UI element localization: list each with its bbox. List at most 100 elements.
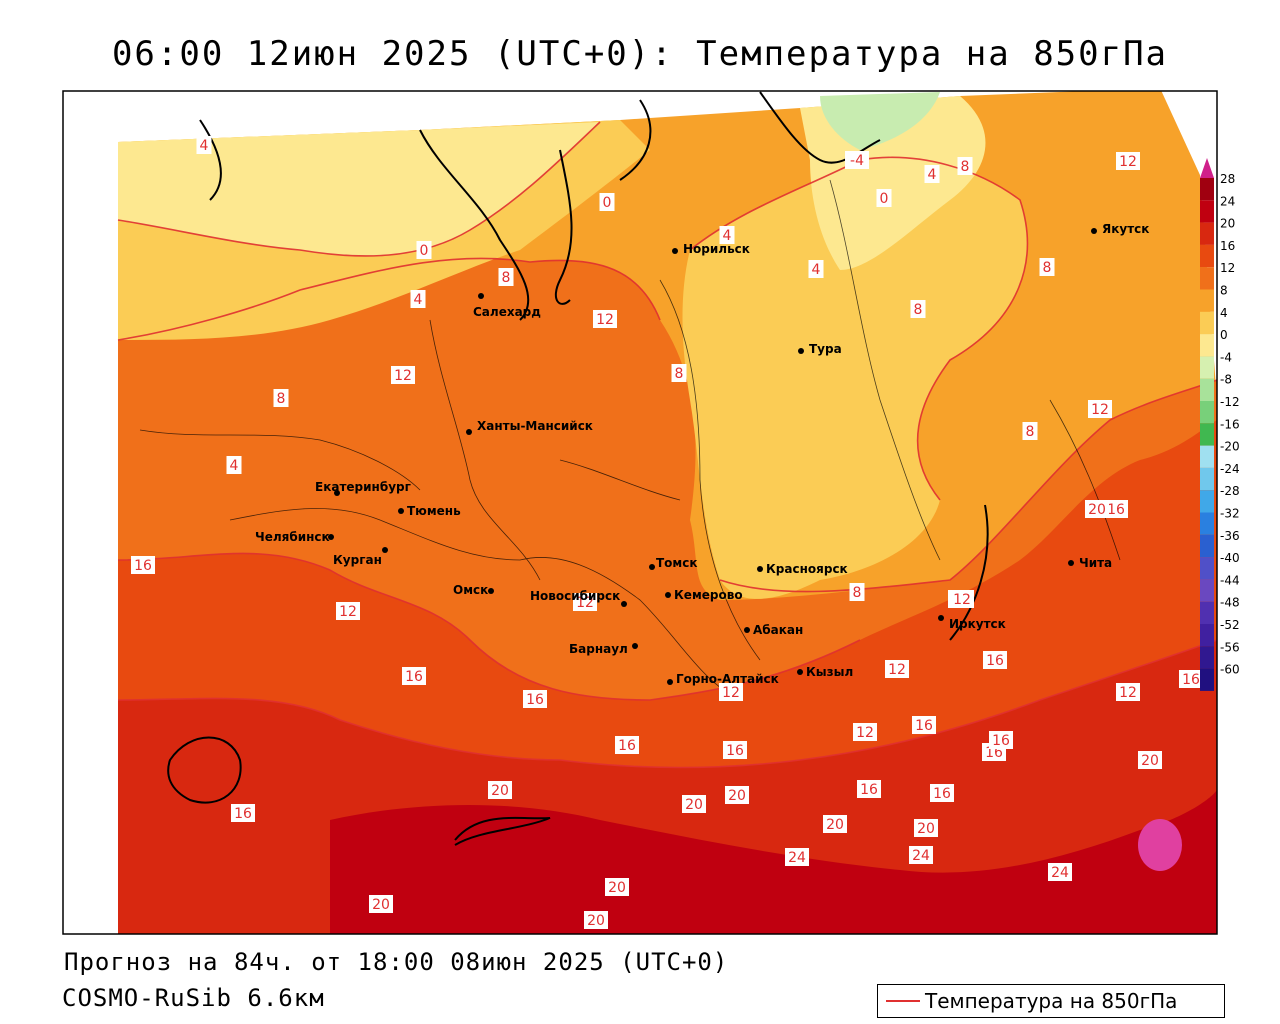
colorbar-swatch (1200, 311, 1214, 335)
city-label: Омск (453, 583, 488, 597)
city-label: Красноярск (766, 562, 848, 576)
colorbar-swatch (1200, 624, 1214, 647)
city-label: Барнаул (569, 642, 628, 656)
contour-label: 4 (924, 165, 940, 183)
city-dot (1068, 560, 1074, 566)
colorbar: 28 24 20 16 12 8 4 0 -4 -8 -12 -16 -20 -24 -28 -32 -36 -4… (1200, 158, 1240, 691)
svg-text:16: 16 (134, 558, 152, 574)
contour-label: 16 (1104, 500, 1128, 518)
contour-label: 20 (682, 795, 706, 813)
contour-label: 8 (910, 300, 926, 318)
svg-text:20: 20 (826, 817, 844, 833)
city-dot (328, 534, 334, 540)
contour-label: 4 (719, 226, 735, 244)
svg-text:4: 4 (723, 228, 732, 244)
colorbar-swatch (1200, 267, 1214, 290)
city-dot (398, 508, 404, 514)
city-label: Екатеринбург (315, 480, 411, 494)
colorbar-swatch (1200, 423, 1214, 446)
contour-label: 24 (785, 848, 809, 866)
contour-label: 12 (885, 660, 909, 678)
contour-label: 12 (719, 683, 743, 701)
colorbar-tick: -48 (1220, 596, 1240, 610)
city-label: Курган (333, 553, 382, 567)
contour-label: 8 (957, 157, 973, 175)
contour-label: 16 (231, 804, 255, 822)
city-dot (672, 248, 678, 254)
svg-text:4: 4 (928, 167, 937, 183)
contour-label: 0 (876, 189, 892, 207)
city-dot (382, 547, 388, 553)
colorbar-tick: -56 (1220, 640, 1240, 654)
svg-text:20: 20 (608, 880, 626, 896)
contour-label: 16 (523, 690, 547, 708)
colorbar-swatch (1200, 356, 1214, 379)
svg-text:16: 16 (726, 743, 744, 759)
svg-text:16: 16 (526, 692, 544, 708)
contour-label: 4 (410, 290, 426, 308)
colorbar-tick: 24 (1220, 194, 1235, 208)
svg-text:12: 12 (596, 312, 614, 328)
svg-text:24: 24 (788, 850, 806, 866)
colorbar-tick: -60 (1220, 663, 1240, 677)
svg-text:12: 12 (1119, 685, 1137, 701)
colorbar-swatch (1200, 178, 1214, 201)
city-label: Якутск (1102, 222, 1149, 236)
city-label: Томск (656, 556, 698, 570)
contour-label: 20 (605, 878, 629, 896)
svg-text:12: 12 (576, 595, 594, 611)
svg-text:8: 8 (502, 270, 511, 286)
city-dot (798, 348, 804, 354)
contour-label: 4 (196, 136, 212, 154)
svg-text:16: 16 (992, 733, 1010, 749)
svg-text:4: 4 (230, 458, 239, 474)
svg-text:4: 4 (414, 292, 423, 308)
contour-label: 16 (615, 736, 639, 754)
city-dot (1091, 228, 1097, 234)
contour-label: 8 (849, 583, 865, 601)
city-label: Тюмень (407, 504, 461, 518)
band-minus4-0 (820, 92, 940, 150)
svg-text:8: 8 (914, 302, 923, 318)
city-dot (632, 643, 638, 649)
contour-label: 12 (950, 590, 974, 608)
band-24-28 (330, 790, 1217, 934)
colorbar-swatch (1200, 289, 1214, 312)
svg-text:12: 12 (339, 604, 357, 620)
contour-label: 8 (498, 268, 514, 286)
city-label: Тура (809, 342, 842, 356)
svg-text:20: 20 (1088, 502, 1106, 518)
contour-label: 12 (573, 593, 597, 611)
svg-text:12: 12 (722, 685, 740, 701)
svg-text:8: 8 (961, 159, 970, 175)
contour-label: 4 (808, 260, 824, 278)
city-label: Абакан (753, 623, 803, 637)
colorbar-tick: 28 (1220, 172, 1235, 186)
svg-text:8: 8 (675, 366, 684, 382)
city-dot (797, 669, 803, 675)
city-dot (938, 615, 944, 621)
city-label: Кемерово (674, 588, 743, 602)
colorbar-swatch (1200, 512, 1214, 535)
colorbar-tick: 8 (1220, 284, 1228, 298)
contour-label: 12 (1116, 152, 1140, 170)
colorbar-tick: 0 (1220, 328, 1228, 342)
svg-text:12: 12 (953, 592, 971, 608)
svg-text:16: 16 (1182, 672, 1200, 688)
colorbar-swatch (1200, 490, 1214, 513)
colorbar-swatch (1200, 579, 1214, 602)
map-frame (62, 90, 1218, 935)
svg-text:24: 24 (1051, 865, 1069, 881)
city-dot (649, 564, 655, 570)
city-dot (478, 293, 484, 299)
svg-text:8: 8 (853, 585, 862, 601)
contour-label: 20 (1085, 500, 1109, 518)
colorbar-tick: -52 (1220, 618, 1240, 632)
svg-text:16: 16 (860, 782, 878, 798)
city-label: Кызыл (806, 665, 853, 679)
colorbar-tick: -12 (1220, 395, 1240, 409)
svg-text:0: 0 (603, 195, 612, 211)
svg-text:20: 20 (1141, 753, 1159, 769)
colorbar-top-arrow (1200, 158, 1214, 178)
